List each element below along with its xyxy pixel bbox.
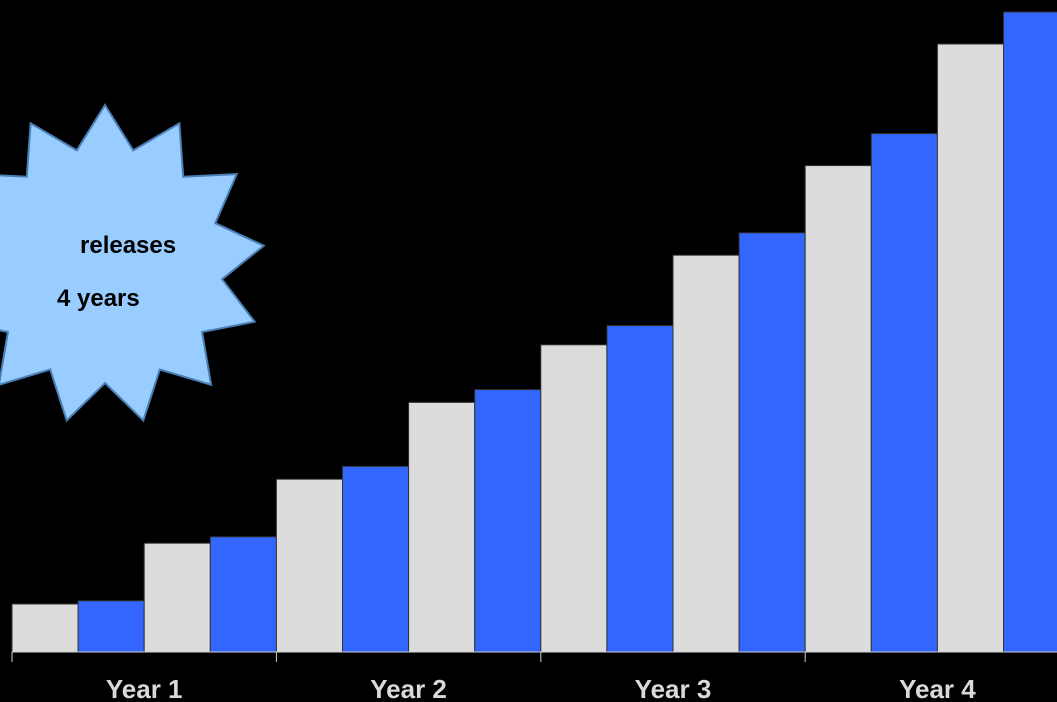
bar-16 — [1003, 11, 1057, 653]
bar-6 — [342, 465, 410, 653]
bar-11 — [672, 254, 740, 653]
bar-5 — [275, 478, 343, 653]
bars-group — [11, 11, 1057, 653]
bar-12 — [738, 232, 806, 653]
x-axis-ticks — [11, 652, 806, 662]
callout-line-1: releases — [80, 232, 176, 259]
bar-10 — [606, 325, 674, 653]
bar-15 — [936, 43, 1005, 653]
bar-4 — [209, 536, 277, 653]
x-tick-label-2: Year 2 — [370, 674, 447, 702]
bar-14 — [870, 133, 938, 653]
bar-1 — [11, 603, 79, 653]
x-tick-label-4: Year 4 — [899, 674, 976, 702]
bar-9 — [540, 344, 608, 653]
x-tick-label-1: Year 1 — [106, 674, 183, 702]
x-tick-label-3: Year 3 — [635, 674, 712, 702]
x-axis-tick-labels: Year 1 Year 2 Year 3 Year 4 — [106, 674, 976, 702]
bar-7 — [408, 401, 476, 653]
starburst-shape — [0, 103, 266, 423]
bar-3 — [143, 542, 211, 653]
bar-13 — [804, 165, 872, 653]
callout-line-2: 4 years — [57, 285, 140, 312]
bar-2 — [77, 600, 145, 653]
bar-8 — [474, 389, 542, 653]
callout-starburst: releases 4 years — [0, 103, 266, 423]
